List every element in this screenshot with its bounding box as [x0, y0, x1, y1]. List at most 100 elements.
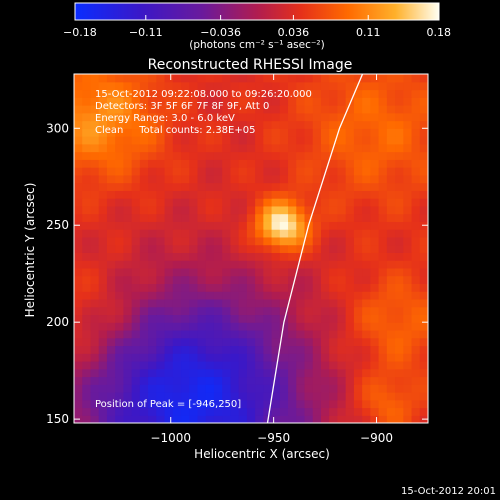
heatmap-cell [197, 260, 207, 269]
heatmap-cell [279, 213, 289, 222]
heatmap-cell [246, 322, 256, 331]
heatmap-cell [411, 190, 421, 199]
heatmap-cell [403, 105, 413, 114]
heatmap-cell [362, 337, 371, 347]
heatmap-cell [329, 236, 339, 246]
heatmap-cell [288, 376, 297, 385]
heatmap-cell [222, 376, 232, 385]
heatmap-cell [98, 267, 108, 277]
heatmap-cell [353, 244, 363, 253]
heatmap-cell [246, 97, 256, 106]
heatmap-cell [115, 345, 124, 354]
heatmap-cell [312, 275, 322, 284]
heatmap-cell [205, 105, 215, 114]
heatmap-cell [362, 399, 371, 409]
heatmap-cell [386, 267, 396, 277]
heatmap-cell [255, 151, 264, 160]
heatmap-cell [345, 306, 355, 316]
heatmap-cell [205, 267, 215, 277]
heatmap-cell [345, 174, 355, 184]
heatmap-cell [337, 81, 347, 91]
heatmap-cell [304, 399, 314, 409]
heatmap-cell [106, 376, 116, 385]
heatmap-cell [90, 244, 100, 253]
heatmap-cell [98, 252, 108, 261]
heatmap-cell [370, 260, 380, 269]
heatmap-cell [123, 143, 133, 153]
heatmap-cell [378, 205, 388, 215]
heatmap-cell [304, 136, 314, 145]
heatmap-cell [115, 291, 124, 300]
heatmap-cell [123, 337, 133, 347]
heatmap-cell [403, 337, 413, 347]
heatmap-cell [312, 236, 322, 246]
heatmap-cell [370, 81, 380, 91]
heatmap-cell [189, 128, 199, 137]
heatmap-cell [172, 267, 182, 277]
heatmap-cell [362, 74, 371, 83]
heatmap-cell [98, 244, 108, 253]
heatmap-cell [362, 291, 371, 300]
heatmap-cell [148, 128, 157, 137]
heatmap-cell [345, 159, 355, 168]
heatmap-cell [139, 368, 149, 378]
colorbar-tick-label: 0.18 [427, 26, 452, 39]
heatmap-cell [296, 298, 306, 308]
heatmap-cell [246, 337, 256, 347]
heatmap-cell [337, 205, 347, 215]
heatmap-cell [263, 407, 273, 416]
heatmap-cell [353, 291, 363, 300]
heatmap-cell [90, 275, 100, 284]
heatmap-cell [131, 384, 141, 393]
heatmap-cell [271, 136, 281, 145]
heatmap-cell [106, 291, 116, 300]
heatmap-cell [246, 275, 256, 284]
heatmap-cell [304, 120, 314, 129]
y-tick-label: 300 [46, 121, 69, 135]
heatmap-cell [123, 306, 133, 316]
heatmap-cell [106, 89, 116, 98]
heatmap-cell [345, 112, 355, 122]
heatmap-cell [362, 105, 371, 114]
heatmap-cell [362, 252, 371, 261]
heatmap-cell [123, 267, 133, 277]
heatmap-cell [337, 360, 347, 370]
heatmap-cell [156, 97, 166, 106]
heatmap-cell [82, 260, 92, 269]
heatmap-cell [213, 244, 223, 253]
heatmap-cell [345, 120, 355, 129]
heatmap-cell [329, 399, 339, 409]
heatmap-cell [419, 322, 428, 331]
heatmap-cell [395, 198, 404, 207]
heatmap-cell [263, 221, 273, 230]
heatmap-cell [213, 236, 223, 246]
heatmap-cell [329, 159, 339, 168]
heatmap-cell [370, 97, 380, 106]
heatmap-cell [246, 298, 256, 308]
heatmap-cell [329, 128, 339, 137]
heatmap-cell [82, 112, 92, 122]
heatmap-cell [106, 368, 116, 378]
heatmap-cell [98, 159, 108, 168]
heatmap-cell [98, 221, 108, 230]
heatmap-cell [205, 198, 215, 207]
heatmap-cell [329, 345, 339, 354]
heatmap-cell [148, 89, 157, 98]
heatmap-cell [139, 391, 149, 401]
heatmap-cell [90, 298, 100, 308]
heatmap-cell [411, 198, 421, 207]
heatmap-cell [263, 298, 273, 308]
heatmap-cell [156, 221, 166, 230]
heatmap-cell [246, 384, 256, 393]
heatmap-cell [304, 407, 314, 416]
heatmap-cell [304, 298, 314, 308]
heatmap-cell [156, 415, 166, 423]
heatmap-cell [353, 329, 363, 339]
heatmap-cell [189, 112, 199, 122]
heatmap-cell [337, 345, 347, 354]
heatmap-cell [329, 136, 339, 145]
heatmap-cell [139, 229, 149, 238]
heatmap-cell [419, 97, 428, 106]
heatmap-cell [337, 143, 347, 153]
heatmap-cell [353, 252, 363, 261]
